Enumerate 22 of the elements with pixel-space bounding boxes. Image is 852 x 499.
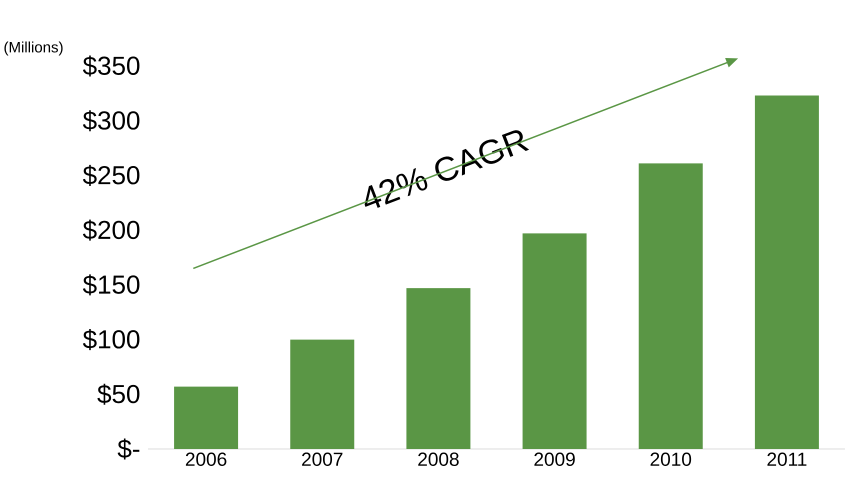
x-tick-label: 2006 [186,452,226,466]
bar [406,288,470,449]
y-tick-label: $300 [82,110,140,132]
x-tick-label: 2010 [650,452,692,466]
x-tick-label: 2007 [302,452,342,466]
bar [638,163,703,449]
x-tick-label: 2008 [418,452,459,466]
y-tick-label: $200 [82,220,140,241]
x-tick-label: 2009 [534,452,575,466]
bar [174,386,238,449]
y-tick-label: $50 [97,384,140,405]
y-axis-title: (Millions) [4,41,63,56]
y-tick-label: $150 [82,274,140,296]
annotation: 42% CAGR [364,130,530,208]
bar [754,96,819,449]
y-tick-label: $- [118,438,140,460]
bar [290,340,354,449]
y-tick-label: $350 [82,55,140,77]
y-tick-label: $250 [82,164,140,186]
y-tick-label: $100 [82,329,140,350]
x-tick-label: 2011 [767,452,806,466]
bar [522,233,587,449]
